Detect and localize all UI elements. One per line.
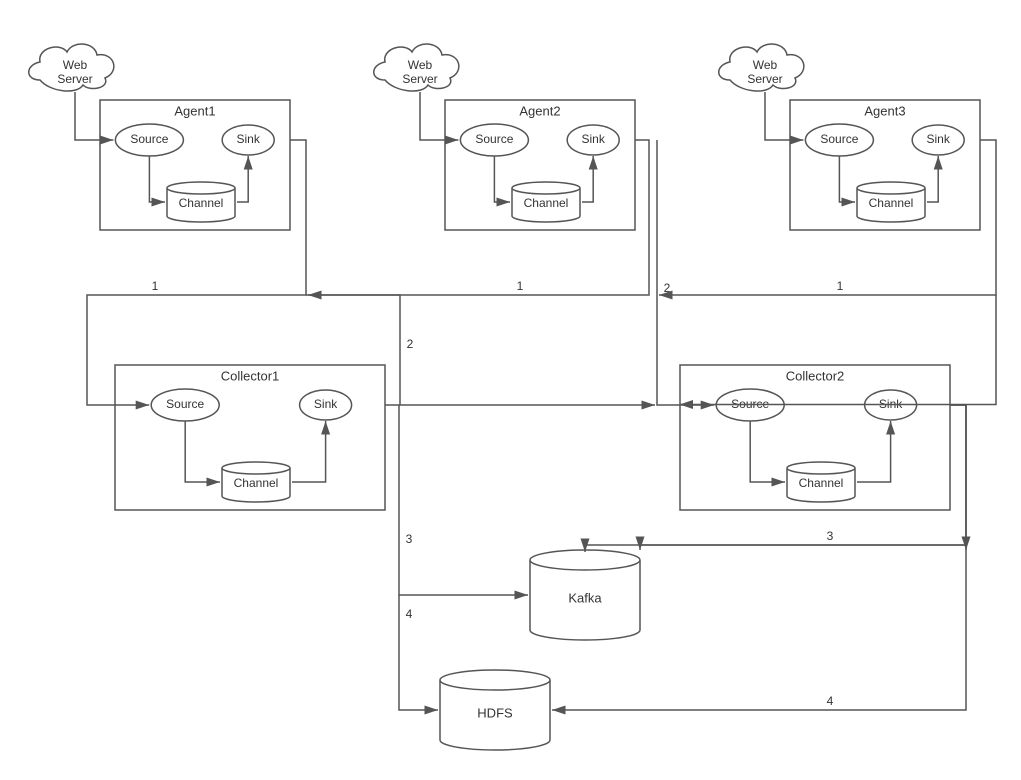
- svg-text:HDFS: HDFS: [477, 705, 513, 720]
- cylinder-kafka: Kafka: [530, 550, 640, 640]
- svg-text:Channel: Channel: [869, 196, 914, 210]
- svg-text:Agent1: Agent1: [174, 103, 215, 118]
- box-agent2: Agent2 Source Sink Channel: [445, 100, 635, 230]
- svg-text:Sink: Sink: [314, 397, 338, 411]
- svg-text:Channel: Channel: [524, 196, 569, 210]
- svg-text:Kafka: Kafka: [568, 590, 602, 605]
- svg-text:Collector1: Collector1: [221, 368, 280, 383]
- svg-text:1: 1: [837, 279, 844, 293]
- svg-text:Web: Web: [63, 58, 88, 72]
- box-agent1: Agent1 Source Sink Channel: [100, 100, 290, 230]
- svg-text:Web: Web: [408, 58, 433, 72]
- svg-text:1: 1: [517, 279, 524, 293]
- svg-text:3: 3: [827, 529, 834, 543]
- cylinder-hdfs: HDFS: [440, 670, 550, 750]
- svg-text:Channel: Channel: [234, 476, 279, 490]
- cloud-web3: WebServer: [719, 44, 804, 91]
- architecture-diagram: WebServerWebServerWebServerAgent1SourceS…: [0, 0, 1021, 775]
- svg-text:1: 1: [152, 279, 159, 293]
- svg-text:Server: Server: [57, 72, 92, 86]
- svg-text:Web: Web: [753, 58, 778, 72]
- svg-text:Agent2: Agent2: [519, 103, 560, 118]
- svg-text:Collector2: Collector2: [786, 368, 845, 383]
- svg-text:2: 2: [407, 337, 414, 351]
- svg-text:4: 4: [827, 694, 834, 708]
- svg-text:Source: Source: [166, 397, 204, 411]
- svg-text:Sink: Sink: [237, 132, 261, 146]
- svg-text:2: 2: [664, 281, 671, 295]
- box-col2: Collector2SourceSinkChannel: [680, 365, 950, 510]
- svg-text:Server: Server: [402, 72, 437, 86]
- cloud-web2: WebServer: [374, 44, 459, 91]
- svg-text:Source: Source: [130, 132, 168, 146]
- svg-text:Source: Source: [475, 132, 513, 146]
- svg-text:Channel: Channel: [799, 476, 844, 490]
- svg-text:4: 4: [406, 607, 413, 621]
- box-col1: Collector1 Source Sink Channel: [115, 365, 385, 510]
- svg-text:Server: Server: [747, 72, 782, 86]
- svg-text:Sink: Sink: [582, 132, 606, 146]
- svg-text:3: 3: [406, 532, 413, 546]
- svg-text:Agent3: Agent3: [864, 103, 905, 118]
- svg-text:Channel: Channel: [179, 196, 224, 210]
- svg-text:Source: Source: [820, 132, 858, 146]
- cloud-web1: WebServer: [29, 44, 114, 91]
- svg-text:Sink: Sink: [927, 132, 951, 146]
- box-agent3: Agent3 Source Sink Channel: [790, 100, 980, 230]
